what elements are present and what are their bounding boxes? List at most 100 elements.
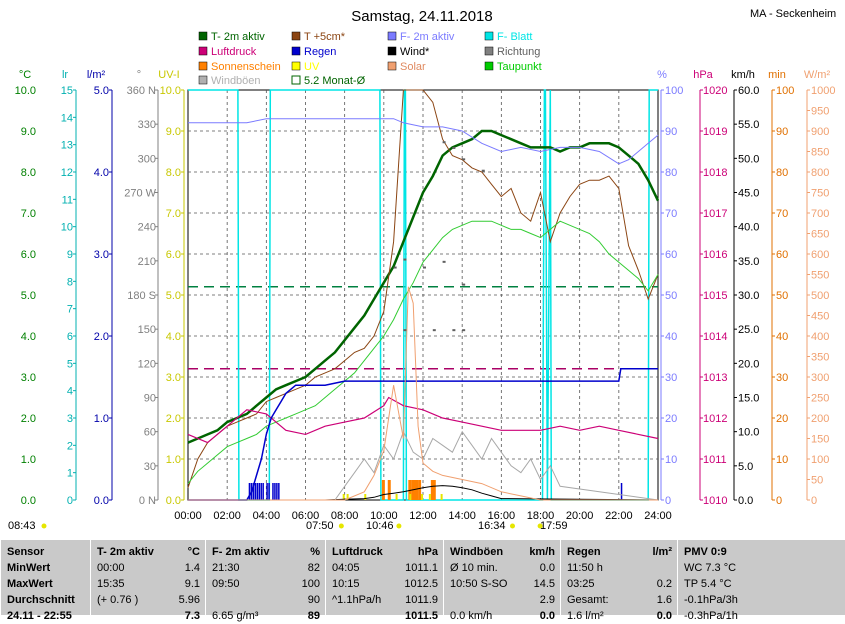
wind-direction-dot xyxy=(462,283,466,286)
axis-tick-label: 4.0 xyxy=(21,331,36,343)
sun-event-marker xyxy=(338,523,344,529)
wind-direction-dot xyxy=(452,329,456,332)
series-line-luftdruck xyxy=(187,396,659,444)
table-row: -0.1hPa/3h xyxy=(678,592,798,608)
table-row: 09:50 100 xyxy=(206,576,326,592)
axis-tick-label: 150 xyxy=(811,434,829,446)
wind-direction-dot xyxy=(403,258,407,261)
uv-bar xyxy=(364,494,367,500)
table-row: 03:25 0.2 xyxy=(561,576,678,592)
rain-bar xyxy=(620,483,623,500)
axis-tick-label: 25.0 xyxy=(738,324,759,336)
axis-tick-label: 150 xyxy=(138,324,156,336)
rain-bar xyxy=(274,483,276,500)
x-tick-label: 10:00 xyxy=(370,510,398,522)
table-cell-label: 04:05 xyxy=(332,562,360,574)
station-name: MA - Seckenheim xyxy=(750,8,836,20)
table-row: 90 xyxy=(206,592,326,608)
table-cell-value: 1.6 xyxy=(656,594,672,606)
table-row: 1.6 l/m² 0.0 xyxy=(561,608,678,624)
legend-label: F- Blatt xyxy=(497,31,532,43)
axis-tick-label: 90 xyxy=(144,393,156,405)
axis-tick-label: 9 xyxy=(67,249,73,261)
legend-swatch xyxy=(291,61,301,71)
x-tick-label: 22:00 xyxy=(605,510,633,522)
axis-tick-label: 4 xyxy=(67,386,73,398)
table-row: 0.0 km/h 0.0 xyxy=(444,608,561,624)
legend-label: Wind* xyxy=(400,46,430,58)
series-line-t-5cm- xyxy=(187,89,659,488)
table-cell-value: 89 xyxy=(307,610,320,622)
axis-tick-label: 650 xyxy=(811,229,829,241)
axis-tick-label: 210 xyxy=(138,256,156,268)
table-cell-label: 10:15 xyxy=(332,578,360,590)
axis-tick-label: 20 xyxy=(665,413,677,425)
table-row: 10:15 1012.5 xyxy=(326,576,444,592)
axis-tick-label: 1019 xyxy=(703,126,727,138)
table-cell-label: PMV 0:9 xyxy=(684,546,727,558)
axis-tick-label: 40 xyxy=(776,331,788,343)
table-row: 00:00 1.4 xyxy=(91,560,206,576)
axis-tick-label: 30 xyxy=(144,461,156,473)
axis-tick-label: 10.0 xyxy=(15,85,36,97)
axis-tick-label: 850 xyxy=(811,147,829,159)
axis-tick-label: 600 xyxy=(811,249,829,261)
legend-swatch xyxy=(291,31,301,41)
axis-tick-label: 6.0 xyxy=(166,249,181,261)
sunshine-bar xyxy=(381,480,385,500)
uv-bar xyxy=(440,494,443,500)
axis-tick-label: 2 xyxy=(67,440,73,452)
axis-tick-label: 15.0 xyxy=(738,393,759,405)
axis-tick-label: 3 xyxy=(67,413,73,425)
rain-bar xyxy=(248,483,251,500)
legend-label: Richtung xyxy=(497,46,540,58)
axis-tick-label: 1015 xyxy=(703,290,727,302)
axis-tick-label: 900 xyxy=(811,126,829,138)
axis-tick-label: 8.0 xyxy=(166,167,181,179)
table-column: PMV 0:9 WC 7.3 °C TP 5.4 °C -0.1hPa/3h -0.3h… xyxy=(677,540,798,622)
legend-label: Sonnenschein xyxy=(211,61,281,73)
rain-bar xyxy=(260,483,262,500)
axis-unit: W/m² xyxy=(804,69,831,81)
table-row: 21:30 82 xyxy=(206,560,326,576)
table-cell-value: 1012.5 xyxy=(404,578,438,590)
axis-tick-label: 0 N xyxy=(139,495,156,507)
axis-tick-label: 450 xyxy=(811,311,829,323)
table-cell-label: Regen xyxy=(567,546,601,558)
table-header: Luftdruck hPa xyxy=(326,544,444,560)
axis-tick-label: 60.0 xyxy=(738,85,759,97)
axis-tick-label: 550 xyxy=(811,270,829,282)
legend-swatch xyxy=(387,46,397,56)
axis-tick-label: 0 xyxy=(776,495,782,507)
table-cell-label: 10:50 S-SO xyxy=(450,578,508,590)
table-cell-label: T- 2m aktiv xyxy=(97,546,154,558)
wind-direction-dot xyxy=(403,329,407,332)
wind-direction-dot xyxy=(481,169,485,172)
axis-tick-label: 5.0 xyxy=(94,85,109,97)
table-cell-value: 0.2 xyxy=(656,578,672,590)
axis-tick-label: 2.0 xyxy=(21,413,36,425)
rain-bar xyxy=(252,483,255,500)
table-cell-value: 2.9 xyxy=(539,594,555,606)
axis-unit: °C xyxy=(19,69,31,81)
axis-tick-label: 350 xyxy=(811,352,829,364)
table-cell-label: 0.0 km/h xyxy=(450,610,493,622)
axis-tick-label: 360 N xyxy=(127,85,156,97)
table-cell-value: km/h xyxy=(529,546,555,558)
table-cell-value: 1011.5 xyxy=(404,610,438,622)
wind-direction-dot xyxy=(423,266,426,269)
axis-tick-label: 70 xyxy=(665,208,677,220)
table-cell-label: MinWert xyxy=(7,562,51,574)
axis-tick-label: 7.0 xyxy=(21,208,36,220)
legend-swatch xyxy=(198,31,208,41)
table-row: 6.65 g/m³ 89 xyxy=(206,608,326,624)
axis-tick-label: 250 xyxy=(811,393,829,405)
axis-tick-label: 10 xyxy=(776,454,788,466)
table-row: MinWert xyxy=(1,560,91,576)
table-cell-value: °C xyxy=(187,546,200,558)
x-tick-label: 18:00 xyxy=(527,510,555,522)
table-cell-value: 9.1 xyxy=(184,578,200,590)
rain-bar xyxy=(262,483,264,500)
legend-label: UV xyxy=(304,61,320,73)
series-line-f-2m-aktiv xyxy=(188,118,659,165)
